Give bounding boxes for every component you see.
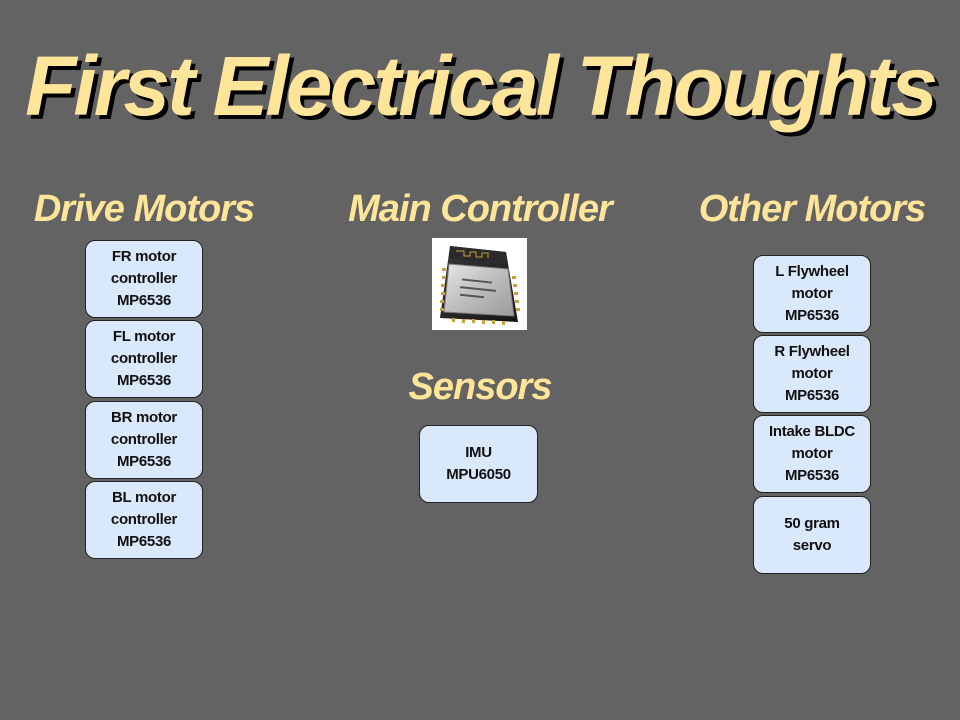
box-line: BL motor <box>112 489 176 506</box>
box-line: MP6536 <box>116 533 172 550</box>
box-line: motor <box>791 285 833 302</box>
box-line: Intake BLDC <box>769 423 855 440</box>
box-line: MP6536 <box>784 307 840 324</box>
box-line: servo <box>792 537 832 554</box>
box-line: BR motor <box>111 409 177 426</box>
esp32-chip-graphic <box>440 246 520 325</box>
box-line: FL motor <box>112 328 176 345</box>
box-line: MPU6050 <box>446 466 511 483</box>
slide-title: First Electrical Thoughts <box>25 39 938 133</box>
br-motor-controller-box: BR motor controller MP6536 <box>85 401 203 479</box>
r-flywheel-motor-box: R Flywheel motor MP6536 <box>753 335 871 413</box>
sensors-heading: Sensors <box>408 366 553 408</box>
fl-motor-controller-box: FL motor controller MP6536 <box>85 320 203 398</box>
box-line: L Flywheel <box>775 263 849 280</box>
box-line: MP6536 <box>116 292 172 309</box>
box-line: controller <box>110 350 178 367</box>
box-line: IMU <box>465 444 492 461</box>
box-line: motor <box>791 365 833 382</box>
drive-motors-heading: Drive Motors <box>33 188 255 230</box>
box-line: 50 gram <box>784 515 840 532</box>
l-flywheel-motor-box: L Flywheel motor MP6536 <box>753 255 871 333</box>
box-line: MP6536 <box>784 387 840 404</box>
other-motors-heading: Other Motors <box>698 188 927 230</box>
main-controller-heading: Main Controller <box>348 188 613 230</box>
box-line: controller <box>110 431 178 448</box>
intake-bldc-motor-box: Intake BLDC motor MP6536 <box>753 415 871 493</box>
fr-motor-controller-box: FR motor controller MP6536 <box>85 240 203 318</box>
box-line: MP6536 <box>116 453 172 470</box>
box-line: R Flywheel <box>774 343 850 360</box>
box-line: FR motor <box>111 248 177 265</box>
box-line: motor <box>791 445 833 462</box>
servo-box: 50 gram servo <box>753 496 871 574</box>
bl-motor-controller-box: BL motor controller MP6536 <box>85 481 203 559</box>
esp32-module-image <box>432 238 527 330</box>
box-line: MP6536 <box>116 372 172 389</box>
box-line: controller <box>110 270 178 287</box>
box-line: MP6536 <box>784 467 840 484</box>
imu-box: IMU MPU6050 <box>419 425 538 503</box>
box-line: controller <box>110 511 178 528</box>
